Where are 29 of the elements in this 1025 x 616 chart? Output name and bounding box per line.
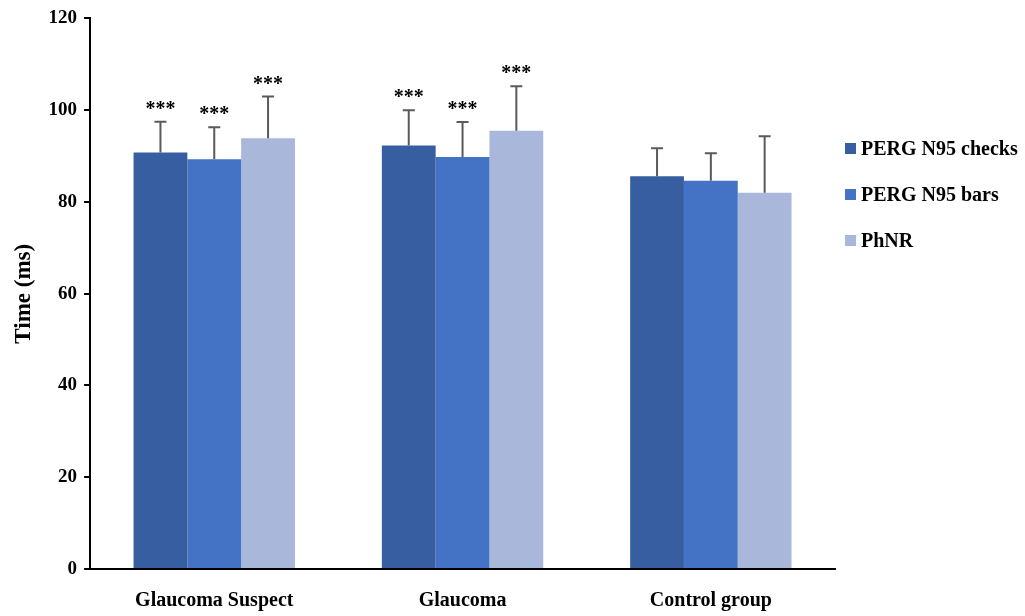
bar — [381, 145, 436, 568]
bar — [187, 159, 242, 568]
annotation: *** — [253, 71, 284, 94]
bar — [630, 176, 684, 568]
x-tick-label: Glaucoma — [418, 588, 507, 611]
annotation: *** — [447, 97, 478, 120]
y-tick-label: 20 — [58, 465, 78, 487]
y-tick-label: 0 — [67, 556, 78, 578]
bar — [133, 152, 188, 568]
bar — [489, 130, 544, 568]
annotation: *** — [393, 85, 424, 108]
y-tick-label: 100 — [48, 98, 78, 120]
legend-label: PhNR — [861, 228, 914, 252]
annotation: *** — [199, 102, 230, 125]
x-tick-label: Glaucoma Suspect — [135, 588, 294, 612]
y-tick-label: 120 — [48, 6, 78, 28]
bar — [241, 138, 295, 568]
legend-label: PERG N95 bars — [861, 182, 999, 206]
bar — [435, 156, 490, 568]
annotation: *** — [145, 96, 176, 119]
annotation: *** — [501, 61, 532, 84]
bar — [737, 192, 792, 568]
y-tick-label: 40 — [58, 373, 78, 395]
y-tick-label: 80 — [58, 189, 78, 211]
bar — [683, 180, 738, 568]
x-tick-label: Control group — [649, 588, 772, 612]
legend-label: PERG N95 checks — [861, 136, 1018, 160]
y-axis-title: Time (ms) — [9, 243, 35, 344]
y-tick-label: 60 — [58, 281, 78, 303]
